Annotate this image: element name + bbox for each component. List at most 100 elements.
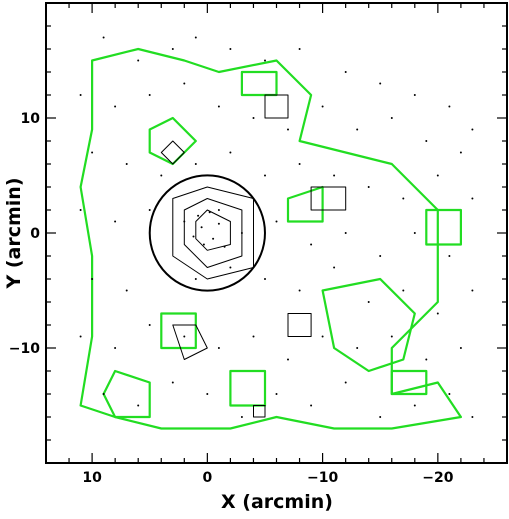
data-point-54 — [298, 289, 301, 292]
data-point-15 — [183, 82, 186, 85]
x-tick-label: 0 — [202, 470, 212, 486]
data-point-67 — [321, 335, 324, 338]
green-contour-8 — [425, 208, 462, 246]
data-point-37 — [114, 220, 117, 223]
data-point-81 — [413, 404, 416, 407]
data-point-90 — [197, 214, 200, 217]
data-point-28 — [229, 151, 232, 154]
data-point-55 — [333, 266, 336, 269]
data-point-84 — [200, 226, 203, 229]
black-contour-0 — [195, 209, 231, 251]
data-point-4 — [229, 48, 232, 50]
data-point-74 — [171, 381, 174, 384]
data-point-34 — [436, 174, 439, 177]
y-tick-label: 10 — [21, 111, 41, 127]
data-point-51 — [194, 278, 197, 280]
data-point-8 — [379, 82, 382, 85]
data-point-16 — [217, 105, 220, 108]
data-point-52 — [229, 266, 232, 269]
data-point-85 — [212, 237, 215, 240]
green-contour-0 — [79, 47, 462, 430]
data-point-62 — [148, 324, 151, 326]
data-point-86 — [202, 243, 205, 246]
data-point-63 — [183, 335, 186, 338]
data-point-40 — [217, 209, 220, 211]
data-point-75 — [206, 393, 209, 395]
data-point-72 — [102, 393, 105, 395]
black-contour-1 — [183, 198, 243, 268]
data-point-47 — [448, 255, 451, 257]
data-point-77 — [275, 393, 278, 395]
data-point-2 — [171, 48, 174, 50]
data-point-76 — [240, 416, 243, 418]
green-contour-5 — [102, 369, 151, 419]
data-point-70 — [425, 358, 428, 361]
data-point-89 — [223, 245, 226, 248]
data-point-56 — [367, 301, 370, 303]
data-point-73 — [137, 404, 140, 407]
y-tick-label: 0 — [30, 226, 40, 242]
x-tick-label: −20 — [422, 470, 453, 486]
data-point-87 — [217, 222, 220, 225]
data-point-66 — [287, 358, 289, 361]
black-contour-8 — [253, 405, 266, 418]
data-point-18 — [287, 128, 289, 131]
x-tick-label: 10 — [82, 470, 102, 486]
data-point-68 — [356, 347, 359, 349]
point-layer — [79, 36, 474, 418]
data-point-5 — [264, 59, 266, 62]
data-point-80 — [379, 416, 382, 418]
data-point-43 — [310, 243, 313, 246]
data-point-82 — [448, 393, 451, 395]
data-point-0 — [102, 36, 105, 39]
data-point-44 — [344, 232, 347, 234]
data-point-33 — [402, 197, 405, 200]
data-point-24 — [91, 151, 94, 154]
data-point-60 — [79, 335, 82, 338]
data-point-79 — [344, 381, 347, 384]
black-contour-4 — [264, 94, 289, 119]
data-point-48 — [91, 278, 94, 280]
black-contour-3 — [310, 186, 347, 211]
data-point-6 — [298, 48, 301, 50]
black-contour-6 — [172, 324, 208, 360]
data-point-59 — [471, 289, 474, 292]
data-point-20 — [356, 128, 359, 131]
data-point-46 — [413, 232, 416, 234]
data-point-32 — [367, 186, 370, 188]
data-point-91 — [208, 211, 211, 214]
data-point-41 — [240, 232, 243, 234]
data-point-45 — [379, 255, 382, 257]
data-point-21 — [390, 117, 393, 119]
data-point-23 — [459, 151, 462, 154]
data-point-36 — [79, 209, 82, 211]
data-point-14 — [148, 94, 151, 96]
green-contour-9 — [160, 312, 197, 350]
data-point-61 — [114, 347, 117, 349]
green-contour-7 — [390, 369, 428, 396]
data-point-30 — [298, 163, 301, 165]
data-point-7 — [344, 71, 347, 73]
green-contour-layer — [79, 47, 462, 430]
y-axis-label: Y (arcmin) — [3, 177, 25, 289]
data-point-69 — [390, 335, 393, 338]
x-tick-label: −10 — [307, 470, 338, 486]
data-point-12 — [79, 94, 82, 96]
data-point-22 — [425, 140, 428, 142]
y-tick-label: −10 — [9, 341, 40, 357]
green-contour-3 — [321, 277, 416, 373]
data-point-88 — [192, 235, 195, 238]
black-contour-7 — [160, 140, 185, 165]
data-point-17 — [252, 117, 255, 119]
data-point-13 — [114, 105, 117, 108]
data-point-64 — [217, 347, 220, 349]
circular-aperture — [148, 174, 266, 292]
data-point-11 — [471, 128, 474, 131]
data-point-19 — [321, 105, 324, 108]
data-point-27 — [194, 163, 197, 165]
data-point-49 — [125, 289, 128, 292]
data-point-42 — [275, 220, 278, 223]
data-point-58 — [436, 312, 439, 315]
data-point-71 — [459, 347, 462, 349]
